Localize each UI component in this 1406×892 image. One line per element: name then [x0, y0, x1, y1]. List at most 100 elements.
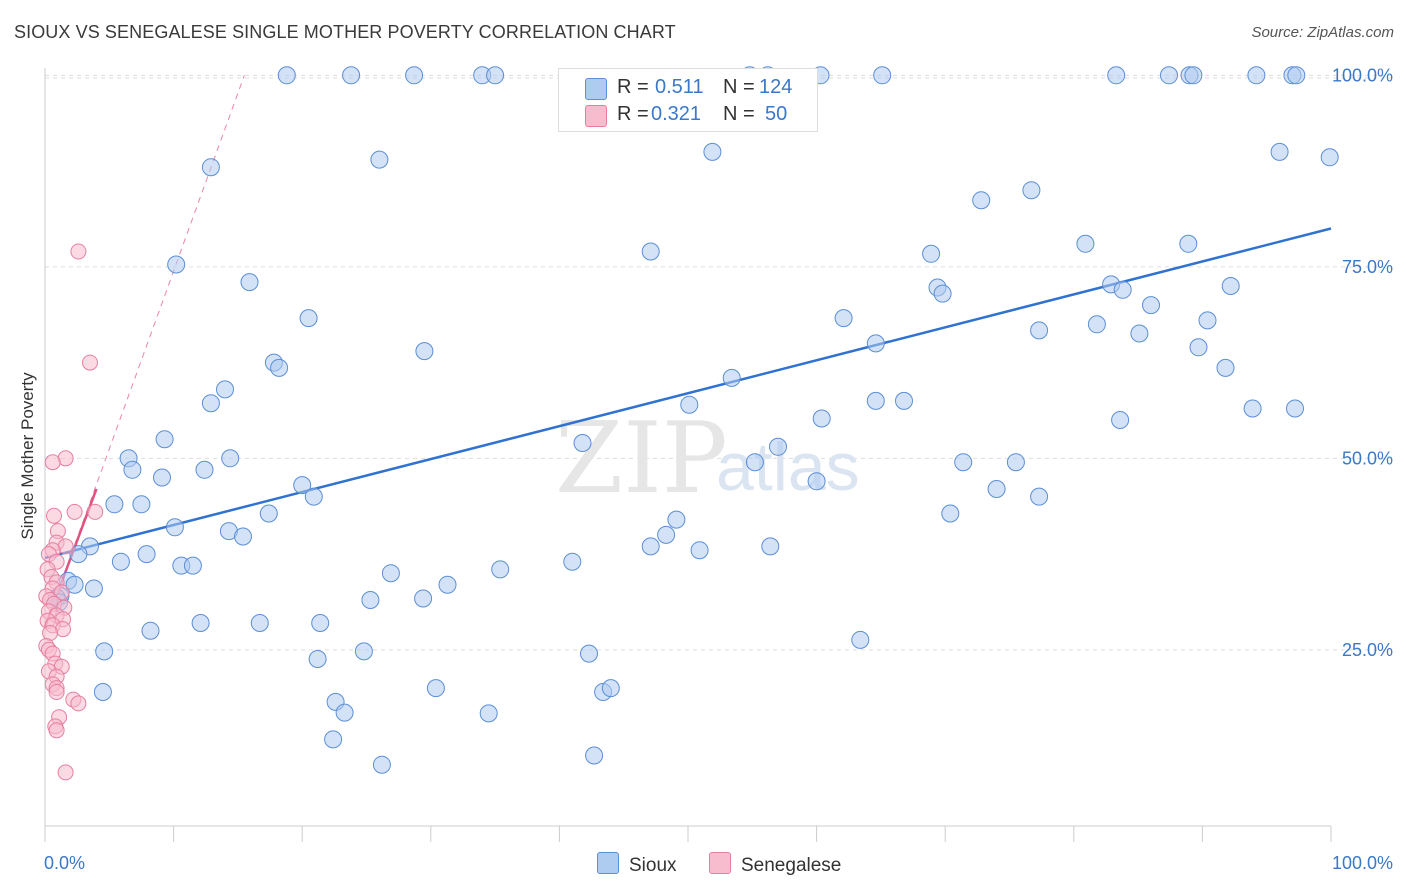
sioux-point	[1030, 321, 1049, 340]
sioux-point	[165, 518, 184, 537]
sioux-legend-label: Sioux	[629, 855, 677, 876]
sioux-point	[1216, 358, 1235, 377]
sioux-point	[580, 644, 598, 663]
senegalese-point	[57, 764, 74, 781]
sioux-point	[167, 255, 186, 274]
x-tick-label-max: 100.0%	[1332, 853, 1393, 873]
senegalese-point	[48, 684, 65, 700]
sioux-point	[641, 537, 660, 556]
sioux-point	[1107, 66, 1126, 85]
sioux-point	[1247, 66, 1266, 85]
sioux-point	[641, 242, 660, 261]
sioux-point	[250, 614, 269, 632]
sioux-point	[293, 476, 312, 495]
senegalese-point	[53, 584, 70, 601]
sioux-point	[1184, 66, 1203, 85]
sioux-point	[304, 487, 323, 506]
senegalese-legend-label: Senegalese	[741, 855, 842, 876]
sioux-point	[895, 391, 913, 410]
sioux-point	[153, 468, 171, 487]
sioux-point	[1270, 142, 1289, 161]
sioux-point	[761, 537, 780, 556]
sioux-point	[954, 453, 973, 472]
sioux-n-value: 124	[759, 76, 793, 98]
sioux-point	[65, 575, 84, 594]
sioux-point	[1243, 399, 1262, 418]
sioux-point	[414, 589, 433, 608]
sioux-point	[491, 560, 510, 579]
grid-lines	[45, 74, 1391, 651]
sioux-point	[812, 409, 831, 428]
sioux-point	[415, 342, 434, 361]
sioux-point	[680, 395, 699, 414]
axes	[44, 68, 1332, 842]
y-tick-label: 25.0%	[1342, 640, 1393, 660]
legend-item-sioux[interactable]: Sioux	[597, 852, 677, 877]
sioux-point	[335, 703, 354, 722]
watermark-atlas: atlas	[716, 429, 860, 505]
sioux-point	[1076, 234, 1095, 253]
sioux-point	[563, 552, 582, 571]
sioux-point	[601, 679, 620, 698]
sioux-point	[1179, 234, 1198, 253]
sioux-point	[311, 614, 330, 632]
sioux-point	[201, 394, 220, 413]
sioux-point	[259, 504, 278, 523]
sioux-point	[722, 368, 741, 387]
sioux-point	[132, 495, 151, 514]
sioux-point	[324, 730, 343, 749]
sioux-point	[381, 564, 400, 583]
senegalese-r-value: 0.321	[651, 103, 702, 125]
sioux-point	[191, 614, 210, 632]
y-tick-label: 100.0%	[1332, 65, 1393, 85]
sioux-point	[201, 158, 220, 177]
sioux-point	[372, 755, 391, 774]
sioux-point	[667, 510, 686, 529]
sioux-point	[851, 630, 870, 649]
legend-item-senegalese[interactable]: Senegalese	[709, 852, 841, 877]
sioux-point	[933, 284, 952, 303]
sioux-point	[234, 527, 252, 546]
senegalese-point	[66, 503, 83, 520]
stats-legend: R = 0.511 N = 124 R = 0.321 N = 50	[558, 68, 818, 132]
sioux-point	[93, 683, 112, 701]
sioux-point	[745, 453, 764, 472]
senegalese-n-value: 50	[765, 103, 788, 125]
sioux-point	[866, 391, 885, 410]
legend-n-label: N =	[723, 103, 755, 125]
sioux-point	[941, 504, 960, 523]
sioux-point	[1022, 181, 1041, 200]
sioux-point	[84, 579, 103, 598]
source-label: Source: ZipAtlas.com	[1251, 24, 1394, 41]
sioux-point	[486, 66, 505, 85]
sioux-point	[105, 495, 124, 514]
trendlines	[43, 75, 1332, 628]
senegalese-point	[46, 507, 62, 524]
sioux-point	[308, 650, 327, 668]
sioux-r-value: 0.511	[655, 76, 704, 98]
sioux-point	[1287, 66, 1306, 85]
sioux-point	[141, 621, 160, 640]
senegalese-point	[70, 243, 87, 260]
sioux-point	[277, 66, 296, 85]
sioux-point	[834, 309, 853, 328]
sioux-point	[270, 358, 289, 377]
sioux-point	[479, 704, 498, 723]
senegalese-legend-swatch	[709, 852, 731, 874]
sioux-point	[1006, 453, 1025, 472]
senegalese-point	[48, 722, 65, 739]
sioux-point	[111, 552, 130, 571]
sioux-point	[1130, 324, 1149, 343]
sioux-point	[873, 66, 892, 85]
sioux-point	[137, 545, 156, 564]
sioux-point	[769, 437, 787, 456]
sioux-point	[299, 309, 318, 328]
sioux-legend-swatch	[597, 852, 619, 874]
sioux-point	[123, 460, 142, 479]
sioux-point	[1030, 487, 1049, 506]
watermark-zip: ZIP	[555, 402, 728, 516]
sioux-point	[1087, 315, 1106, 334]
senegalese-point	[44, 454, 61, 471]
sioux-point	[1111, 411, 1130, 429]
sioux-point	[922, 244, 941, 263]
